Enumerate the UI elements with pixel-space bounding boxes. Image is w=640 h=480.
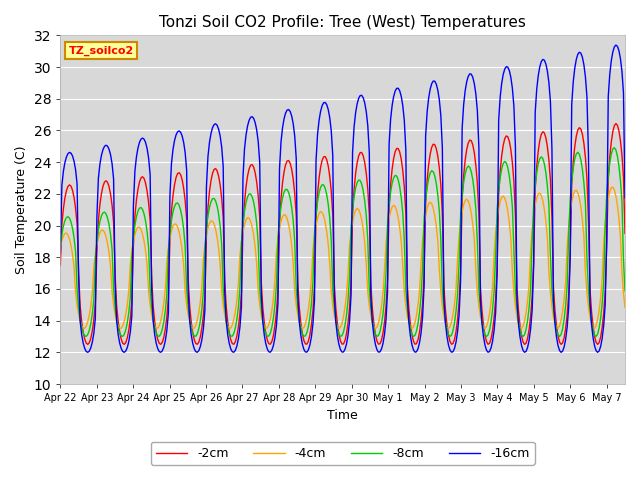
- -2cm: [129, 243, 137, 249]
- -4cm: [344, 271, 352, 276]
- -4cm: [612, 193, 620, 199]
- -2cm: [612, 120, 620, 126]
- -2cm: [472, 162, 480, 168]
- -4cm: [621, 304, 629, 310]
- -16cm: [84, 349, 92, 355]
- -4cm: [472, 268, 480, 274]
- -4cm: [128, 248, 136, 254]
- -2cm: [56, 262, 64, 268]
- -16cm: [151, 332, 159, 337]
- -8cm: [56, 243, 64, 249]
- -16cm: [248, 114, 256, 120]
- Text: TZ_soilco2: TZ_soilco2: [69, 46, 134, 56]
- -8cm: [611, 145, 618, 151]
- -2cm: [346, 305, 353, 311]
- Legend: -2cm, -4cm, -8cm, -16cm: -2cm, -4cm, -8cm, -16cm: [150, 442, 534, 465]
- -8cm: [128, 253, 136, 259]
- -16cm: [56, 251, 64, 256]
- -8cm: [519, 334, 527, 339]
- -4cm: [408, 325, 416, 331]
- -8cm: [247, 191, 255, 197]
- Line: -16cm: -16cm: [60, 45, 625, 352]
- -8cm: [470, 189, 478, 194]
- -16cm: [611, 44, 618, 50]
- -2cm: [611, 123, 618, 129]
- -8cm: [344, 298, 352, 304]
- Line: -8cm: -8cm: [60, 148, 625, 336]
- -16cm: [346, 319, 353, 324]
- -4cm: [149, 319, 157, 324]
- -4cm: [247, 218, 255, 224]
- -4cm: [56, 245, 64, 251]
- Title: Tonzi Soil CO2 Profile: Tree (West) Temperatures: Tonzi Soil CO2 Profile: Tree (West) Temp…: [159, 15, 526, 30]
- -16cm: [129, 203, 137, 209]
- -16cm: [621, 195, 629, 201]
- -2cm: [84, 341, 92, 347]
- -2cm: [151, 319, 159, 324]
- -8cm: [149, 316, 157, 322]
- -8cm: [621, 288, 629, 294]
- -16cm: [612, 42, 620, 48]
- -2cm: [621, 230, 629, 236]
- -4cm: [609, 184, 617, 190]
- Line: -4cm: -4cm: [60, 187, 625, 328]
- -16cm: [472, 91, 480, 97]
- Line: -2cm: -2cm: [60, 123, 625, 344]
- -2cm: [248, 162, 256, 168]
- -8cm: [612, 147, 620, 153]
- Y-axis label: Soil Temperature (C): Soil Temperature (C): [15, 145, 28, 274]
- X-axis label: Time: Time: [327, 408, 358, 421]
